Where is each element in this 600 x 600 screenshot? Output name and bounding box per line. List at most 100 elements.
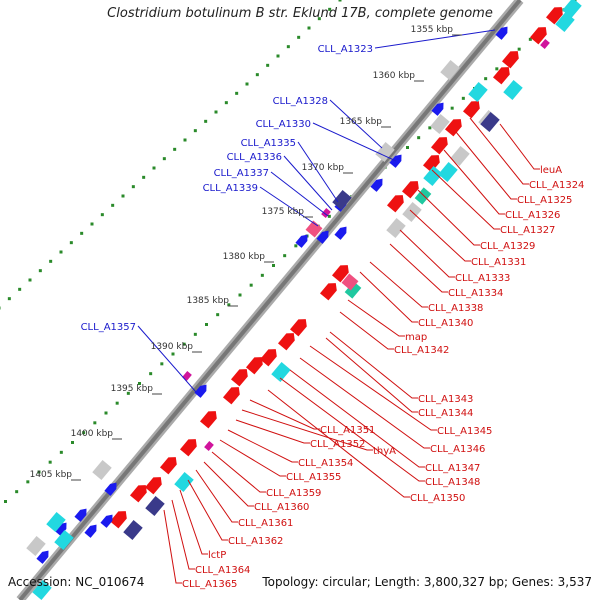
gc-dot xyxy=(82,431,86,435)
right-gene-label: map xyxy=(405,332,427,343)
gc-dot xyxy=(162,157,166,161)
grey-feature xyxy=(26,536,46,556)
gc-dot xyxy=(249,283,253,287)
gc-dot xyxy=(266,63,270,67)
magenta-feature-shape xyxy=(204,441,214,451)
magenta-feature xyxy=(540,39,550,49)
reverse-gene-arrow xyxy=(278,333,295,351)
gc-dot xyxy=(71,441,74,444)
reverse-gene-arrow-shape xyxy=(332,265,349,283)
gc-dot xyxy=(4,500,7,503)
forward-gene-arrow-shape xyxy=(100,514,113,528)
gc-dot xyxy=(204,119,208,123)
reverse-gene-arrow xyxy=(423,155,440,173)
right-gene-label: CLL_A1351 xyxy=(320,425,375,436)
forward-gene-arrow xyxy=(334,226,347,240)
forward-gene-arrow-shape xyxy=(370,178,383,192)
right-leader-line xyxy=(329,331,418,399)
reverse-gene-arrow-shape xyxy=(493,67,510,85)
right-leader-line xyxy=(443,149,505,215)
magenta-feature xyxy=(321,208,331,218)
right-gene-label: CLL_A1360 xyxy=(254,502,309,513)
cyan-feature xyxy=(503,80,523,100)
gradient-feature xyxy=(305,220,323,238)
gc-dot xyxy=(338,0,342,2)
gc-dot xyxy=(224,101,228,105)
right-leader-line xyxy=(219,439,286,477)
gc-dot xyxy=(59,250,63,254)
gc-dot xyxy=(307,26,311,30)
gc-dot xyxy=(417,136,421,140)
gc-dot xyxy=(528,37,532,41)
reverse-gene-arrow-shape xyxy=(423,155,440,173)
gc-dot xyxy=(517,47,521,51)
left-leader-line xyxy=(283,155,333,211)
reverse-gene-arrow-shape xyxy=(530,27,547,45)
gc-dot xyxy=(260,273,264,277)
forward-gene-arrow-shape xyxy=(334,226,347,240)
right-leader-line xyxy=(499,123,540,170)
gc-dot xyxy=(121,194,125,198)
gc-dot xyxy=(26,480,30,484)
gene-labels: CLL_A1323 CLL_A1328 CLL_A1330 CLL_A1335 CLL_… xyxy=(81,44,585,590)
forward-gene-arrow-shape xyxy=(104,482,117,496)
right-gene-label: CLL_A1348 xyxy=(425,477,480,488)
right-leader-line xyxy=(389,243,448,293)
cyan-feature xyxy=(562,0,582,18)
cyan-feature xyxy=(271,362,291,382)
gc-dot xyxy=(100,213,104,217)
gc-dot xyxy=(15,490,19,494)
gc-dot xyxy=(131,185,135,189)
cyan-feature xyxy=(438,162,458,182)
magenta-feature-shape xyxy=(540,39,550,49)
gc-dot xyxy=(18,287,22,291)
reverse-gene-arrow-shape xyxy=(278,333,295,351)
cyan-feature-shape xyxy=(503,80,523,100)
right-gene-label: lctP xyxy=(208,550,226,561)
reverse-gene-arrow-shape xyxy=(145,477,162,495)
right-gene-label: CLL_A1355 xyxy=(286,472,341,483)
map-title: Clostridium botulinum B str. Eklund 17B,… xyxy=(107,6,493,21)
cyan-feature-shape xyxy=(438,162,458,182)
forward-gene-arrow xyxy=(495,26,508,40)
reverse-gene-arrow-shape xyxy=(445,119,462,137)
gc-dot xyxy=(160,362,164,366)
ruler-label: 1365 kbp xyxy=(340,117,383,127)
gc-dot xyxy=(245,82,249,86)
cyan-feature-shape xyxy=(468,82,488,102)
right-leader-line xyxy=(279,377,425,482)
right-leader-line xyxy=(187,479,228,541)
gc-dot xyxy=(183,138,187,142)
right-leader-line xyxy=(163,509,182,584)
cyan-feature-shape xyxy=(32,580,52,600)
right-leader-line xyxy=(469,117,529,185)
forward-gene-arrow xyxy=(104,482,117,496)
right-gene-label: CLL_A1352 xyxy=(310,439,365,450)
purple-feature xyxy=(480,112,500,132)
reverse-gene-arrow xyxy=(223,387,240,405)
left-leader-line xyxy=(259,186,319,227)
grey-feature-shape xyxy=(440,60,460,80)
reverse-gene-arrow-shape xyxy=(387,195,404,213)
forward-gene-arrow-shape xyxy=(431,102,444,116)
gc-dot xyxy=(59,450,63,454)
reverse-gene-arrow-shape xyxy=(546,7,563,25)
gc-dot xyxy=(406,146,409,149)
left-gene-label: CLL_A1328 xyxy=(273,96,328,107)
forward-gene-arrow xyxy=(100,514,113,528)
gc-dot xyxy=(152,166,156,170)
left-gene-label: CLL_A1330 xyxy=(256,119,311,130)
magenta-feature xyxy=(204,441,214,451)
teal-feature-shape xyxy=(414,187,432,205)
left-gene-label: CLL_A1323 xyxy=(318,44,373,55)
reverse-gene-arrow xyxy=(445,119,462,137)
left-leader-line xyxy=(329,99,383,149)
gc-dot xyxy=(317,17,321,21)
genome-backbone xyxy=(18,0,522,600)
teal-feature xyxy=(344,281,362,299)
gc-dot xyxy=(0,306,1,310)
right-leader-line xyxy=(325,337,418,413)
gc-dot xyxy=(286,45,290,49)
reverse-gene-arrow-shape xyxy=(231,369,248,387)
